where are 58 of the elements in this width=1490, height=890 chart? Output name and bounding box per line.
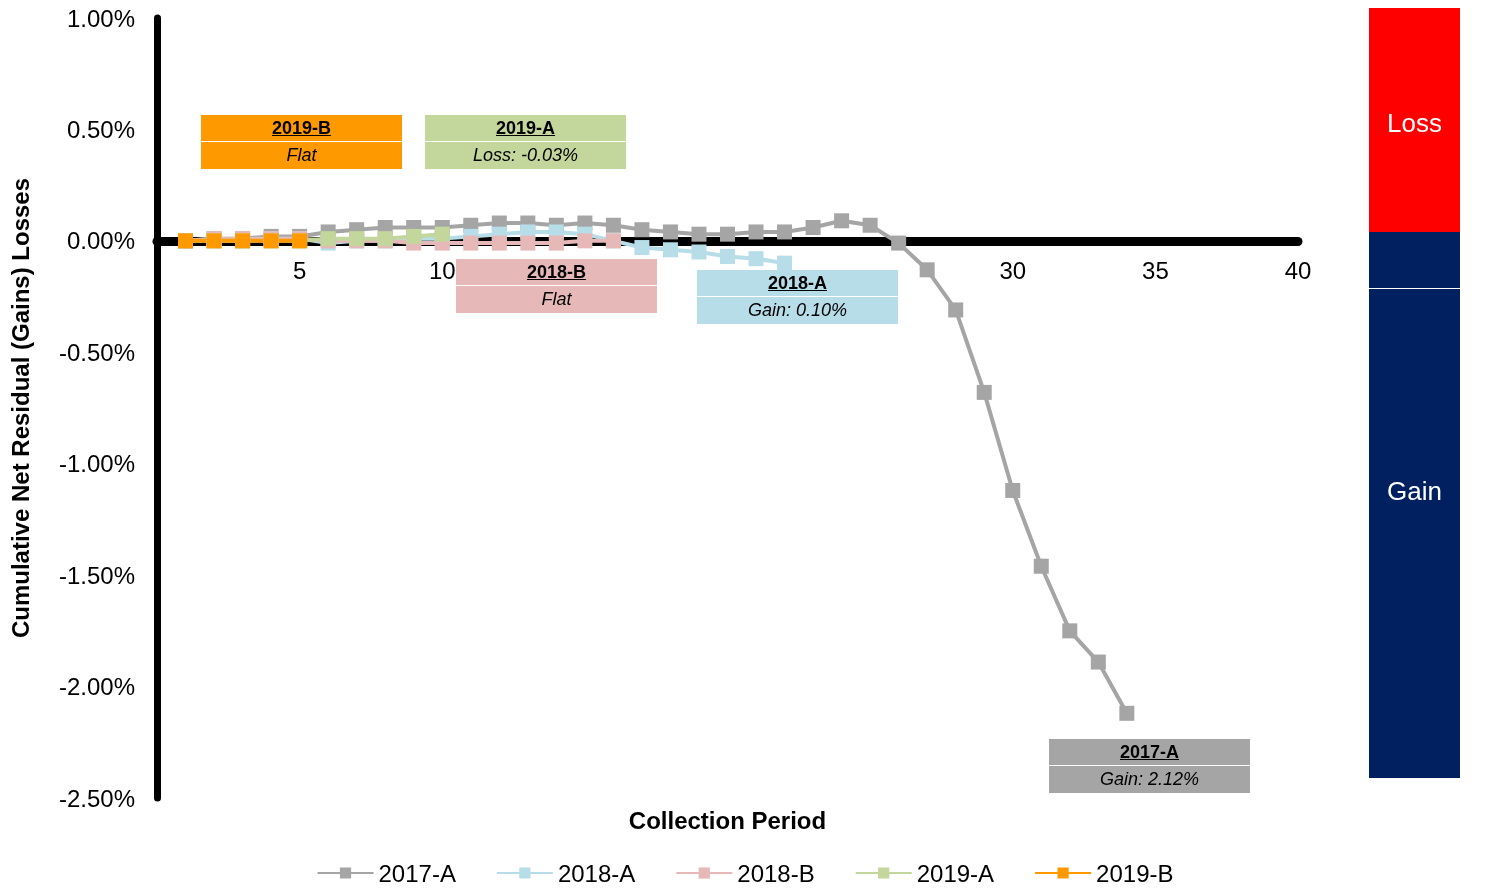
- x-tick-label: 30: [999, 257, 1027, 285]
- point: [662, 242, 678, 258]
- point: [1090, 654, 1106, 670]
- legend-label: 2017-A: [378, 859, 456, 887]
- point: [634, 222, 650, 238]
- point: [691, 226, 707, 242]
- y-tick-label: 0.50%: [66, 115, 135, 143]
- legend-label: 2018-A: [557, 859, 636, 887]
- x-tick-label: 35: [1142, 257, 1169, 285]
- point: [605, 217, 621, 233]
- y-tick-label: 1.00%: [66, 4, 135, 32]
- point: [1005, 482, 1021, 498]
- point: [748, 224, 764, 240]
- x-tick-label: 10: [428, 257, 456, 285]
- y-tick-label: 0.00%: [66, 227, 135, 255]
- x-tick-label: 5: [292, 257, 307, 285]
- y-axis-title: Cumulative Net Residual (Gains) Losses: [6, 177, 34, 639]
- point: [948, 302, 964, 318]
- note-box: 2019-A Loss: -0.03%: [425, 115, 626, 169]
- point: [1062, 623, 1078, 639]
- point: [891, 235, 907, 251]
- point: [748, 251, 764, 267]
- point: [805, 219, 821, 235]
- point: [491, 235, 507, 251]
- point: [434, 226, 450, 242]
- text: Loss: [1386, 108, 1443, 138]
- point: [976, 384, 992, 400]
- legend-label: 2019-A: [916, 859, 995, 887]
- y-tick-label: -2.50%: [58, 784, 135, 812]
- point: [577, 233, 593, 249]
- note-box: 2017-A Gain: 2.12%: [1049, 739, 1250, 793]
- point: [662, 224, 678, 240]
- point: [634, 240, 650, 256]
- note-box: 2018-A Gain: 0.10%: [697, 270, 898, 324]
- point: [691, 244, 707, 260]
- legend-label: 2019-B: [1096, 859, 1174, 887]
- y-tick-label: -1.00%: [58, 450, 135, 478]
- note-box: 2019-B Flat: [201, 115, 402, 169]
- x-axis-title: Collection Period: [628, 806, 827, 834]
- point: [463, 235, 479, 251]
- note-box: 2018-B Flat: [456, 259, 657, 313]
- point: [919, 262, 935, 278]
- point: [1033, 558, 1049, 574]
- point: [520, 235, 536, 251]
- y-tick-label: -1.50%: [58, 561, 135, 589]
- point: [834, 213, 850, 229]
- point: [777, 224, 793, 240]
- point: [720, 248, 735, 264]
- point: [548, 235, 564, 251]
- point: [1119, 705, 1135, 721]
- y-tick-label: -0.50%: [58, 338, 135, 366]
- x-tick-label: 40: [1284, 257, 1312, 285]
- point: [720, 226, 735, 242]
- y-tick-label: -2.00%: [58, 673, 135, 701]
- legend-label: 2018-B: [737, 859, 815, 887]
- point: [862, 217, 878, 233]
- point: [777, 255, 793, 271]
- text: Gain: [1386, 476, 1443, 506]
